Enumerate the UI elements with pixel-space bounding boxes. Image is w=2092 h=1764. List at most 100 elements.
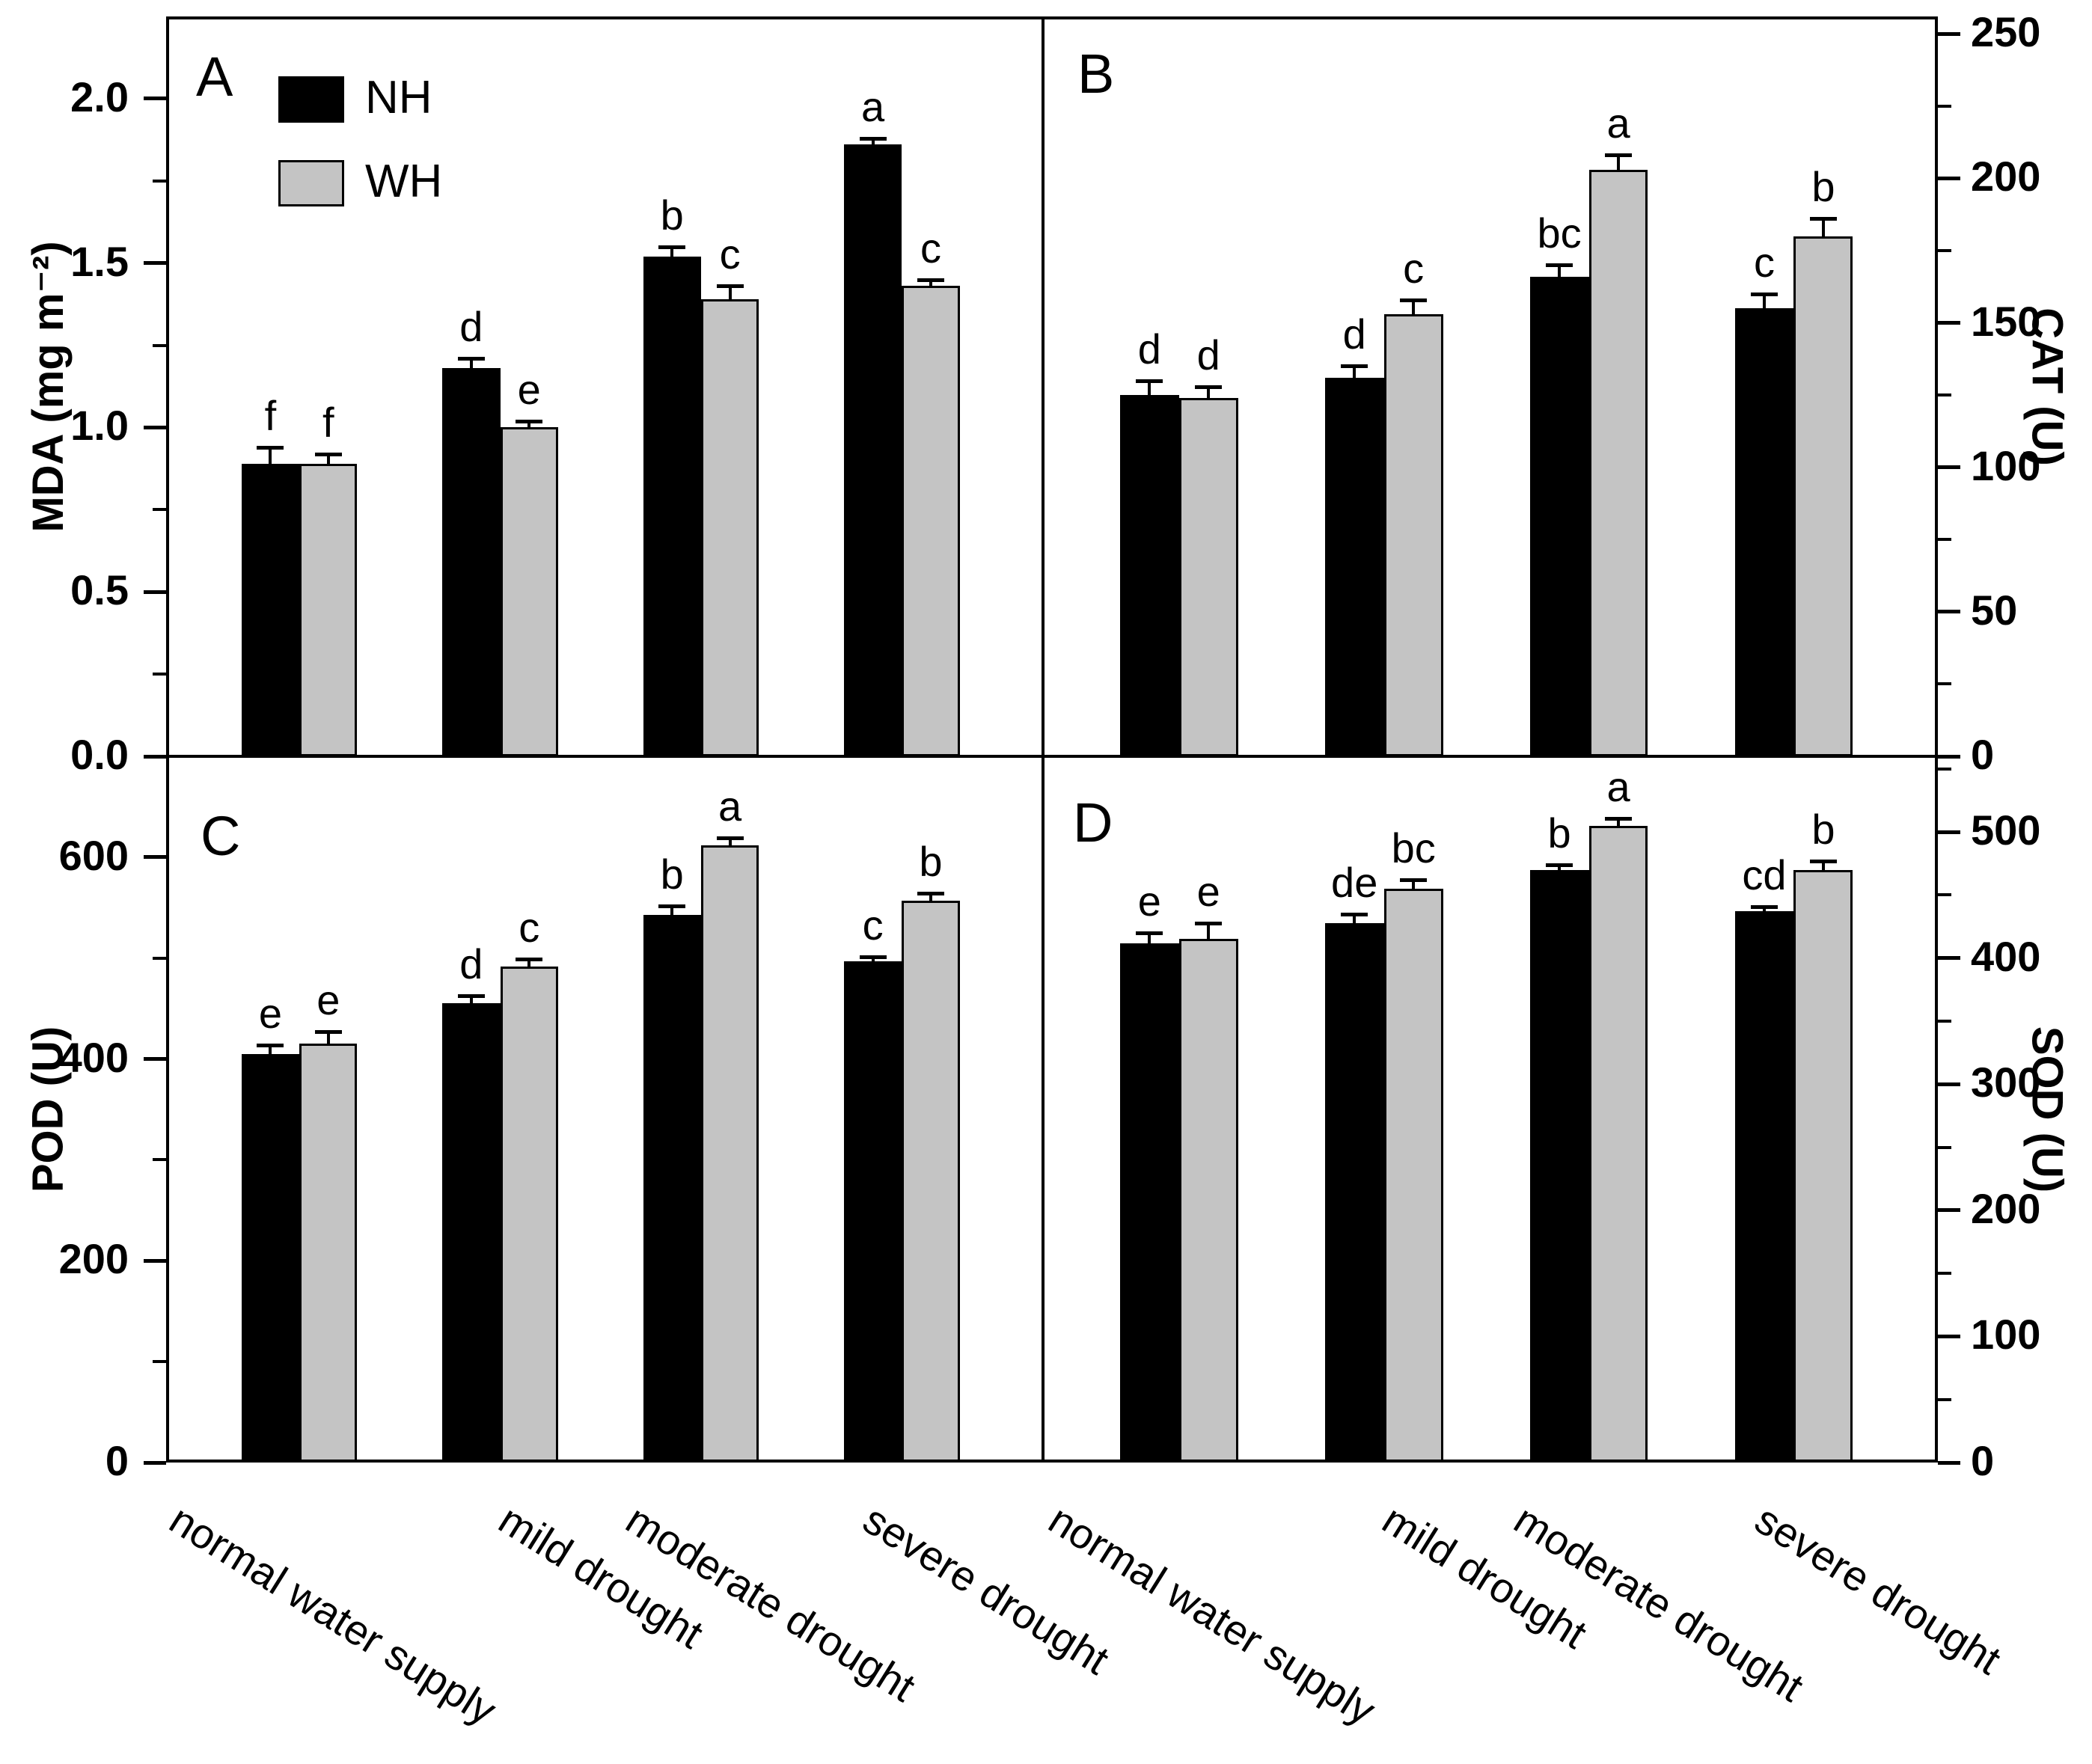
tick-label-B-0: 0 — [1971, 731, 1995, 778]
tick-label-A-1.5: 1.5 — [70, 237, 129, 285]
error-cap-B-WH-mild-drought — [1400, 298, 1428, 302]
tick-label-D-400: 400 — [1971, 932, 2041, 980]
sig-letter-D-WH-normal-water-supply: e — [1196, 867, 1220, 915]
axis-title-D: SOD (U) — [2022, 1026, 2072, 1193]
error-cap-C-WH-moderate-drought — [716, 836, 744, 841]
error-bar-A-NH-normal-water-supply — [269, 447, 272, 464]
legend-row-wh: WH — [278, 153, 518, 236]
bar-C-NH-normal-water-supply — [241, 1053, 300, 1463]
minor-tick-D-450 — [1938, 893, 1951, 897]
error-cap-D-NH-normal-water-supply — [1136, 931, 1163, 935]
tick-label-B-150: 150 — [1971, 297, 2041, 345]
panel-vertical-divider — [1042, 16, 1045, 1463]
error-bar-B-WH-normal-water-supply — [1207, 386, 1211, 398]
tick-C-400 — [144, 1057, 166, 1062]
sig-letter-D-NH-severe-drought: cd — [1742, 851, 1787, 898]
error-cap-B-NH-severe-drought — [1750, 292, 1778, 296]
minor-tick-B-225 — [1938, 104, 1951, 108]
error-cap-B-WH-severe-drought — [1809, 217, 1837, 221]
bar-C-WH-moderate-drought — [700, 845, 759, 1463]
legend-swatch-nh — [278, 76, 344, 123]
error-cap-A-NH-mild-drought — [457, 357, 485, 361]
tick-label-C-600: 600 — [58, 831, 129, 879]
sig-letter-B-WH-mild-drought: c — [1403, 244, 1425, 292]
sig-letter-D-NH-normal-water-supply: e — [1137, 878, 1161, 925]
sig-letter-B-NH-mild-drought: d — [1342, 310, 1366, 358]
bar-C-NH-moderate-drought — [643, 914, 701, 1463]
error-cap-D-NH-severe-drought — [1750, 904, 1778, 909]
error-cap-A-NH-severe-drought — [859, 136, 887, 141]
error-cap-D-WH-moderate-drought — [1605, 816, 1633, 821]
legend-label-wh: WH — [365, 156, 443, 207]
error-cap-C-WH-normal-water-supply — [314, 1030, 342, 1035]
error-cap-A-NH-normal-water-supply — [257, 445, 284, 450]
sig-letter-C-WH-mild-drought: c — [519, 904, 540, 952]
sig-letter-D-NH-moderate-drought: b — [1547, 809, 1571, 857]
axis-title-B: CAT (U) — [2022, 307, 2072, 466]
sig-letter-C-NH-normal-water-supply: e — [258, 989, 283, 1037]
bar-A-WH-severe-drought — [902, 286, 960, 756]
tick-label-D-200: 200 — [1971, 1184, 2041, 1232]
sig-letter-A-WH-mild-drought: e — [517, 365, 541, 413]
error-cap-D-NH-mild-drought — [1341, 912, 1368, 916]
bar-B-NH-moderate-drought — [1529, 276, 1589, 756]
tick-D-300 — [1938, 1082, 1960, 1086]
legend-label-nh: NH — [365, 72, 432, 123]
legend: NH WH — [278, 69, 518, 236]
error-cap-C-NH-normal-water-supply — [257, 1043, 284, 1047]
minor-tick-B-125 — [1938, 393, 1951, 397]
bar-C-NH-mild-drought — [442, 1003, 501, 1463]
sig-letter-C-WH-severe-drought: b — [919, 838, 943, 886]
error-cap-B-WH-normal-water-supply — [1195, 385, 1223, 389]
tick-label-C-400: 400 — [58, 1033, 129, 1081]
minor-tick-A-0.75 — [153, 508, 166, 512]
legend-swatch-wh — [278, 160, 344, 206]
panel-letter-D: D — [1073, 791, 1113, 854]
bar-B-NH-severe-drought — [1734, 308, 1794, 756]
error-cap-C-WH-mild-drought — [516, 958, 543, 962]
minor-tick-C-500 — [153, 956, 166, 960]
error-cap-C-NH-mild-drought — [457, 993, 485, 998]
bar-C-WH-normal-water-supply — [299, 1044, 358, 1463]
tick-A-0.5 — [144, 589, 166, 594]
bar-A-NH-severe-drought — [843, 144, 902, 756]
sig-letter-D-NH-mild-drought: de — [1331, 858, 1378, 906]
tick-D-500 — [1938, 830, 1960, 834]
error-cap-B-NH-moderate-drought — [1546, 263, 1573, 268]
axis-title-C: POD (U) — [23, 1026, 73, 1193]
tick-label-A-0: 0.0 — [70, 731, 129, 778]
tick-label-C-200: 200 — [58, 1235, 129, 1283]
error-bar-A-NH-severe-drought — [871, 138, 875, 145]
panel-letter-C: C — [201, 805, 241, 867]
error-bar-C-NH-mild-drought — [469, 995, 473, 1004]
sig-letter-D-WH-mild-drought: bc — [1391, 824, 1436, 872]
error-bar-B-NH-mild-drought — [1353, 366, 1357, 378]
error-bar-D-NH-mild-drought — [1353, 913, 1357, 923]
error-cap-B-NH-mild-drought — [1341, 364, 1368, 369]
bar-D-WH-severe-drought — [1793, 869, 1853, 1463]
minor-tick-B-175 — [1938, 248, 1951, 252]
tick-D-400 — [1938, 956, 1960, 961]
category-label-C-normal-water-supply: normal water supply — [162, 1495, 505, 1734]
tick-B-50 — [1938, 610, 1960, 614]
error-bar-D-NH-severe-drought — [1762, 906, 1766, 912]
minor-tick-C-300 — [153, 1158, 166, 1162]
bar-B-WH-moderate-drought — [1588, 169, 1648, 756]
panel-letter-A: A — [196, 46, 233, 108]
error-bar-D-WH-mild-drought — [1412, 880, 1416, 889]
legend-row-nh: NH — [278, 69, 518, 153]
sig-letter-C-WH-normal-water-supply: e — [316, 976, 340, 1024]
minor-tick-D-550 — [1938, 767, 1951, 771]
sig-letter-B-NH-normal-water-supply: d — [1137, 325, 1161, 373]
tick-label-D-0: 0 — [1971, 1437, 1995, 1484]
bar-C-NH-severe-drought — [843, 961, 902, 1463]
error-bar-A-WH-moderate-drought — [728, 286, 732, 300]
sig-letter-D-WH-severe-drought: b — [1811, 805, 1835, 853]
error-bar-D-NH-moderate-drought — [1558, 864, 1562, 870]
tick-label-B-100: 100 — [1971, 441, 2041, 489]
sig-letter-A-NH-moderate-drought: b — [660, 191, 684, 239]
error-bar-C-WH-normal-water-supply — [326, 1032, 330, 1044]
minor-tick-A-0.25 — [153, 673, 166, 676]
error-cap-C-NH-severe-drought — [859, 955, 887, 960]
